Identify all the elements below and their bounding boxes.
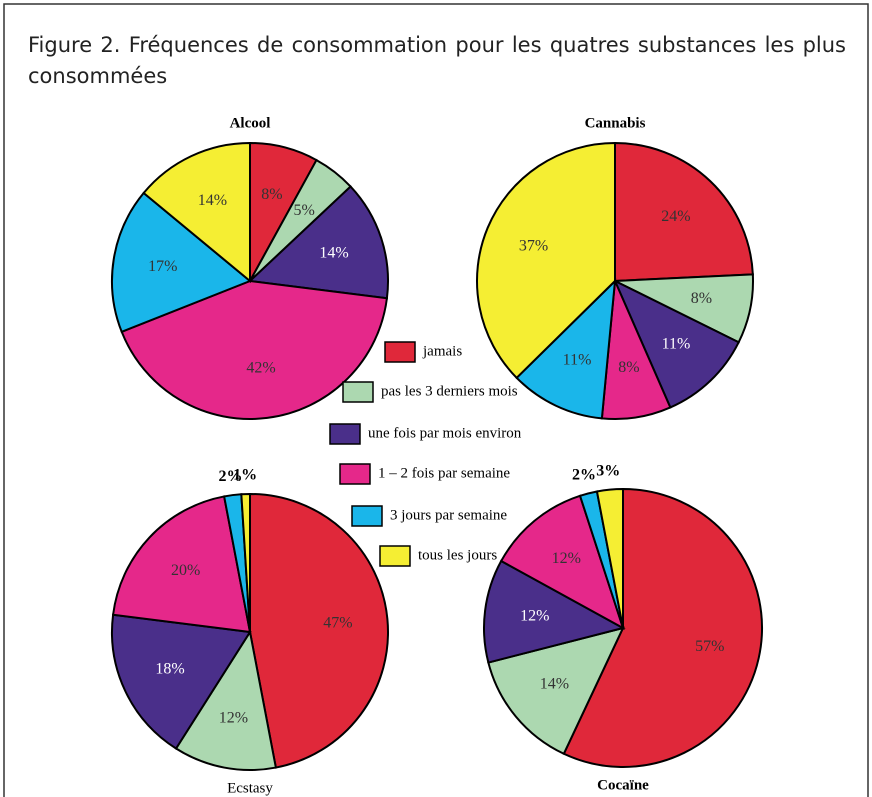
legend-swatch [384, 341, 416, 363]
pie-slice [483, 559, 626, 664]
pie-slice [111, 495, 252, 634]
pie-slice [249, 492, 389, 769]
pie-slice [612, 278, 740, 409]
slice-label: 24% [661, 208, 690, 225]
slice-label: 2% [572, 467, 596, 484]
legend-swatch [339, 463, 371, 485]
legend-label: 1 – 2 fois par semaine [378, 465, 510, 481]
pie-slice [515, 278, 617, 420]
legend-label: pas les 3 derniers mois [381, 383, 518, 399]
slice-label: 11% [563, 351, 592, 368]
pie-slice [111, 191, 252, 334]
pie-slice [487, 626, 625, 756]
pie-slice [499, 494, 625, 631]
slice-label: 18% [155, 660, 184, 677]
slice-label: 2% [218, 468, 242, 485]
pie-slice [240, 492, 251, 633]
slice-label: 5% [293, 202, 314, 219]
legend-swatch [329, 423, 361, 445]
pie-slice [562, 487, 763, 768]
slice-label: 1% [233, 467, 257, 484]
pie-title: Cannabis [585, 115, 646, 131]
slice-label: 12% [552, 550, 581, 567]
slice-label: 14% [319, 244, 348, 261]
slice-label: 8% [618, 359, 639, 376]
slice-label: 37% [519, 238, 548, 255]
slice-label: 17% [148, 258, 177, 275]
pie-slice [476, 141, 616, 380]
pie-slice [595, 487, 624, 629]
legend-swatch [379, 545, 411, 567]
legend-swatch [351, 505, 383, 527]
pie-slice [111, 613, 252, 750]
slice-label: 20% [171, 562, 200, 579]
figure-title: Figure 2. Fréquences de consommation pou… [28, 33, 846, 88]
slice-label: 14% [540, 675, 569, 692]
legend-swatch [342, 381, 374, 403]
slice-label: 47% [323, 614, 352, 631]
pie-slice [614, 141, 754, 283]
legend-label: tous les jours [418, 547, 497, 563]
slice-label: 3% [596, 462, 620, 479]
slice-label: 57% [695, 638, 724, 655]
slice-label: 11% [662, 336, 691, 353]
frame [3, 3, 869, 797]
slice-label: 42% [246, 359, 275, 376]
pie-title: Alcool [230, 115, 271, 131]
pie-slice [120, 279, 389, 420]
pie-slice [247, 185, 389, 300]
pie-slice [174, 629, 278, 771]
slice-label: 12% [520, 608, 549, 625]
slice-label: 8% [691, 290, 712, 307]
legend-label: jamais [422, 343, 462, 359]
slice-label: 12% [219, 709, 248, 726]
pie-slice [142, 141, 251, 284]
pie-title: Cocaïne [597, 777, 649, 793]
slice-label: 8% [261, 186, 282, 203]
legend-label: 3 jours par semaine [390, 507, 507, 523]
pie-title: Ecstasy [227, 780, 273, 796]
legend-label: une fois par mois environ [368, 425, 522, 441]
title-box: Figure 2. Fréquences de consommation pou… [28, 33, 846, 88]
slice-label: 14% [198, 192, 227, 209]
